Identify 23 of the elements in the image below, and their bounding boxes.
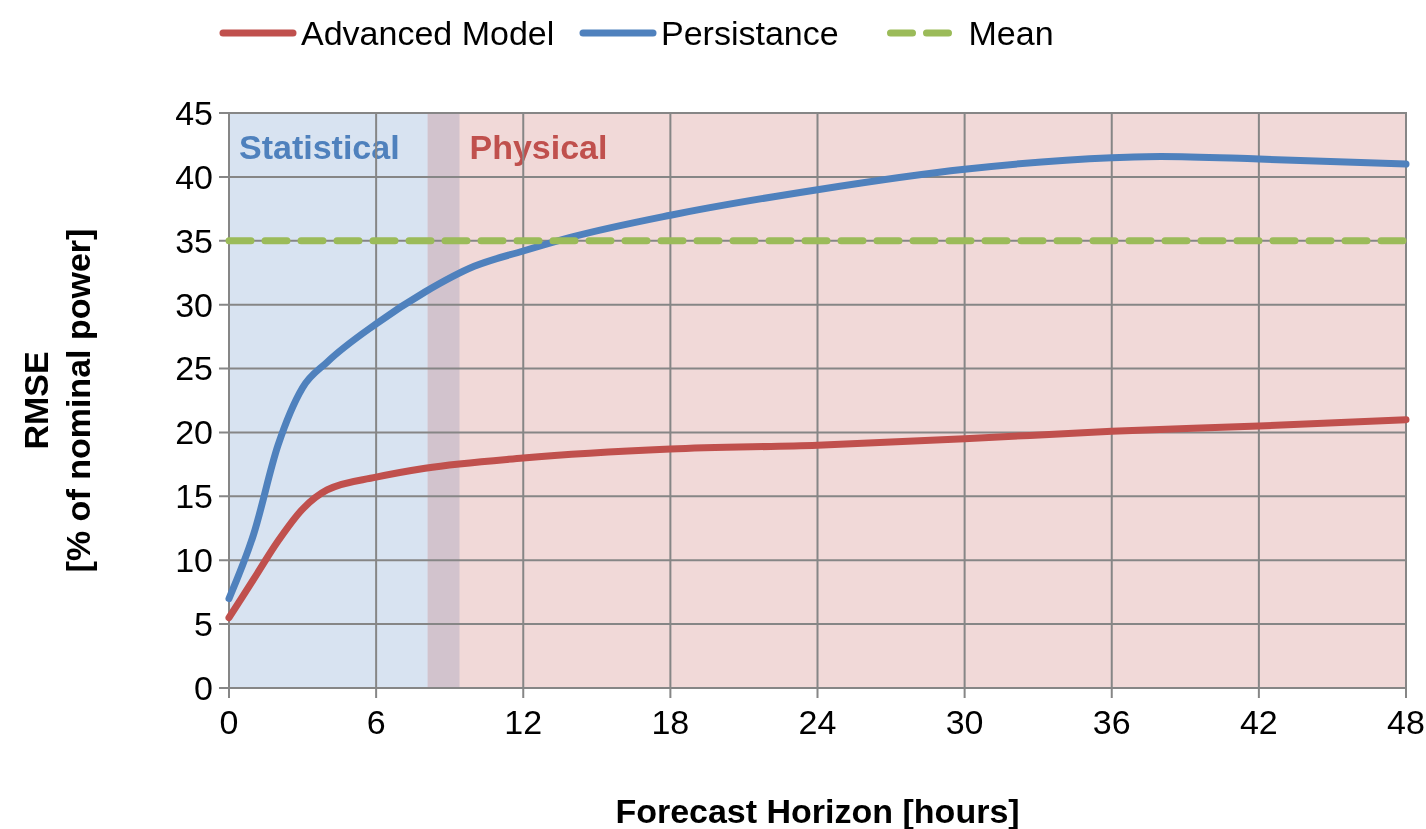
x-tick-label: 30 [945,703,984,741]
x-tick-label: 36 [1092,703,1131,741]
legend-label: Persistance [661,13,839,52]
y-tick-label: 30 [175,285,213,324]
y-tick-label: 15 [175,477,213,516]
x-tick-label: 12 [504,703,543,741]
legend-label: Mean [968,13,1054,52]
y-tick-label: 25 [175,349,213,388]
y-tick-label: 45 [175,93,213,132]
y-tick-label: 10 [175,541,213,580]
y-tick-label: 35 [175,221,213,260]
y-axis-title: RMSE [% of nominal power] [17,228,97,573]
y-tick-label: 20 [175,413,213,452]
x-tick-label: 48 [1387,703,1425,741]
x-tick-label: 0 [219,703,239,741]
legend-label: Advanced Model [301,13,555,52]
y-tick-label: 0 [194,668,213,707]
x-tick-label: 6 [366,703,386,741]
y-tick-label: 5 [194,605,213,644]
x-tick-label: 42 [1239,703,1278,741]
x-tick-label: 24 [798,703,837,741]
x-tick-label: 18 [651,703,690,741]
y-tick-label: 40 [175,157,213,196]
